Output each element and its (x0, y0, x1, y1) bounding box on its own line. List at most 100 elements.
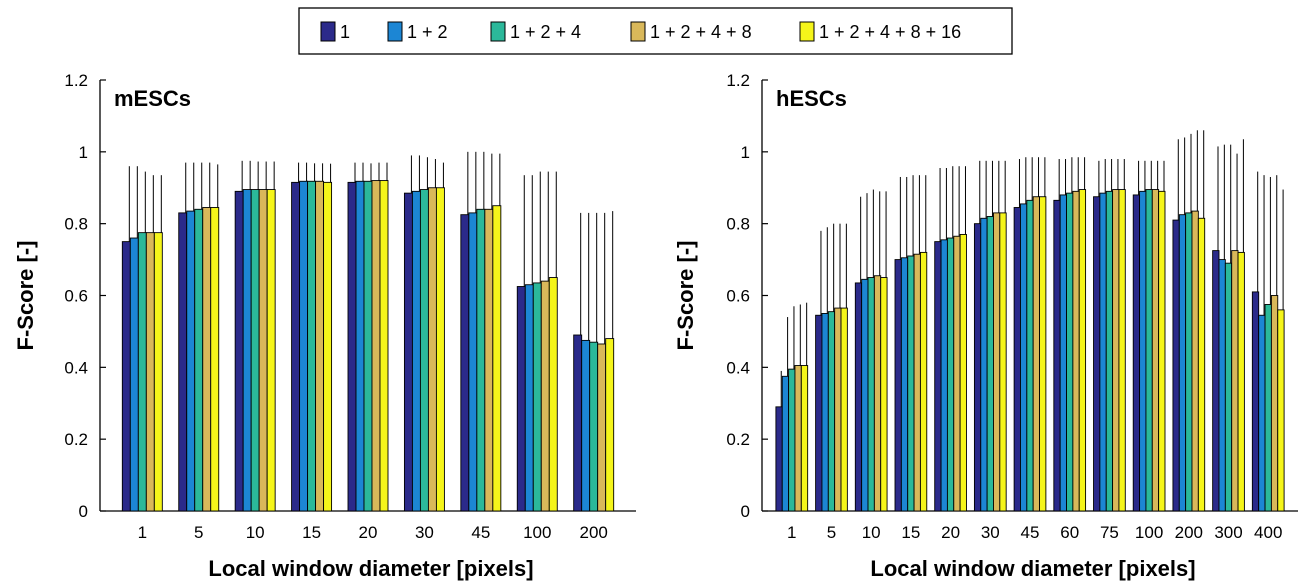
bar (363, 180, 373, 512)
bar (186, 210, 196, 512)
bar (1158, 190, 1166, 512)
bar (1026, 199, 1034, 512)
bar (1078, 189, 1087, 512)
x-tick-label: 15 (302, 523, 321, 542)
bar (867, 277, 875, 512)
bar (258, 189, 268, 512)
bar (597, 343, 607, 512)
bar (355, 180, 365, 512)
bar (299, 180, 309, 512)
y-tick-label: 1.2 (64, 71, 88, 90)
bar (419, 189, 429, 512)
bar (1258, 314, 1266, 512)
legend-label: 1 + 2 + 4 + 8 (650, 22, 752, 42)
bar (347, 181, 357, 512)
panel-title: hESCs (776, 86, 847, 111)
bar (794, 365, 802, 512)
x-tick-label: 1 (138, 523, 147, 542)
bar (1099, 192, 1107, 512)
bar (1264, 304, 1272, 512)
bar (1191, 210, 1199, 512)
bar (1032, 196, 1040, 512)
y-axis-label: F-Score [-] (13, 241, 38, 351)
bar (1145, 189, 1153, 512)
bar (548, 277, 558, 512)
legend-box (298, 7, 1013, 55)
bar (315, 180, 325, 512)
y-tick-label: 0.8 (726, 215, 750, 234)
bar (1251, 291, 1260, 512)
bar (427, 187, 437, 512)
bar (1105, 190, 1114, 512)
x-tick-label: 1 (787, 523, 796, 542)
bar (1231, 250, 1239, 512)
y-tick-label: 0.4 (726, 358, 750, 377)
bar (484, 208, 494, 512)
bar (1151, 189, 1160, 512)
bar (934, 241, 942, 512)
bar (121, 241, 131, 512)
bar (589, 341, 599, 512)
bar (460, 214, 470, 512)
x-tick-label: 200 (579, 523, 607, 542)
x-tick-label: 15 (901, 523, 920, 542)
chart-panel-mescs: 00.20.40.60.811.21 5 10 15 20 30 45 100 200mESCs… (13, 71, 636, 581)
x-tick-label: 20 (359, 523, 378, 542)
x-tick-label: 45 (1021, 523, 1040, 542)
bar (194, 208, 204, 512)
bar (153, 232, 163, 512)
y-tick-label: 0 (79, 502, 88, 521)
bar (145, 232, 155, 512)
bar (1118, 189, 1126, 512)
bar (307, 180, 317, 512)
bar (880, 277, 888, 512)
bar (411, 190, 421, 512)
bar (1237, 251, 1245, 512)
bar (821, 313, 829, 512)
legend-swatch (630, 21, 646, 42)
bar (907, 255, 915, 512)
bar (129, 237, 139, 512)
bar (1072, 190, 1080, 512)
bar (827, 311, 836, 512)
bar (323, 181, 333, 512)
bar (210, 207, 220, 512)
legend-swatch (387, 21, 403, 42)
y-axis-label: F-Score [-] (673, 241, 698, 351)
y-tick-label: 0.2 (726, 430, 750, 449)
legend-label: 1 + 2 + 4 + 8 + 16 (819, 22, 961, 42)
bar (980, 217, 988, 512)
x-tick-label: 5 (194, 523, 203, 542)
x-tick-label: 5 (827, 523, 836, 542)
bar (800, 365, 809, 512)
x-tick-label: 200 (1175, 523, 1203, 542)
legend: 1 1 + 2 1 + 2 + 4 1 + 2 + 4 + 8 1 + 2 + 4 + … (298, 7, 1013, 55)
bar (913, 253, 921, 512)
bar (1112, 189, 1120, 512)
bar (946, 237, 955, 512)
bar (234, 190, 244, 512)
legend-swatch (320, 21, 336, 42)
bar (1093, 196, 1101, 512)
y-tick-label: 0.6 (64, 287, 88, 306)
bar (1185, 212, 1193, 512)
x-tick-label: 100 (1135, 523, 1163, 542)
bar (435, 187, 445, 512)
bar (137, 232, 147, 512)
legend-label: 1 + 2 + 4 (510, 22, 581, 42)
bar (788, 368, 796, 512)
bar (861, 278, 869, 512)
y-tick-label: 0.8 (64, 215, 88, 234)
x-tick-label: 400 (1254, 523, 1282, 542)
bar (573, 334, 583, 512)
x-tick-label: 75 (1100, 523, 1119, 542)
bar (476, 208, 486, 512)
bar (540, 280, 550, 512)
bar (894, 259, 902, 512)
bar (468, 212, 478, 512)
bar (854, 282, 863, 512)
y-tick-label: 1.2 (726, 71, 750, 90)
legend-swatch (490, 21, 506, 42)
bar (940, 239, 948, 512)
